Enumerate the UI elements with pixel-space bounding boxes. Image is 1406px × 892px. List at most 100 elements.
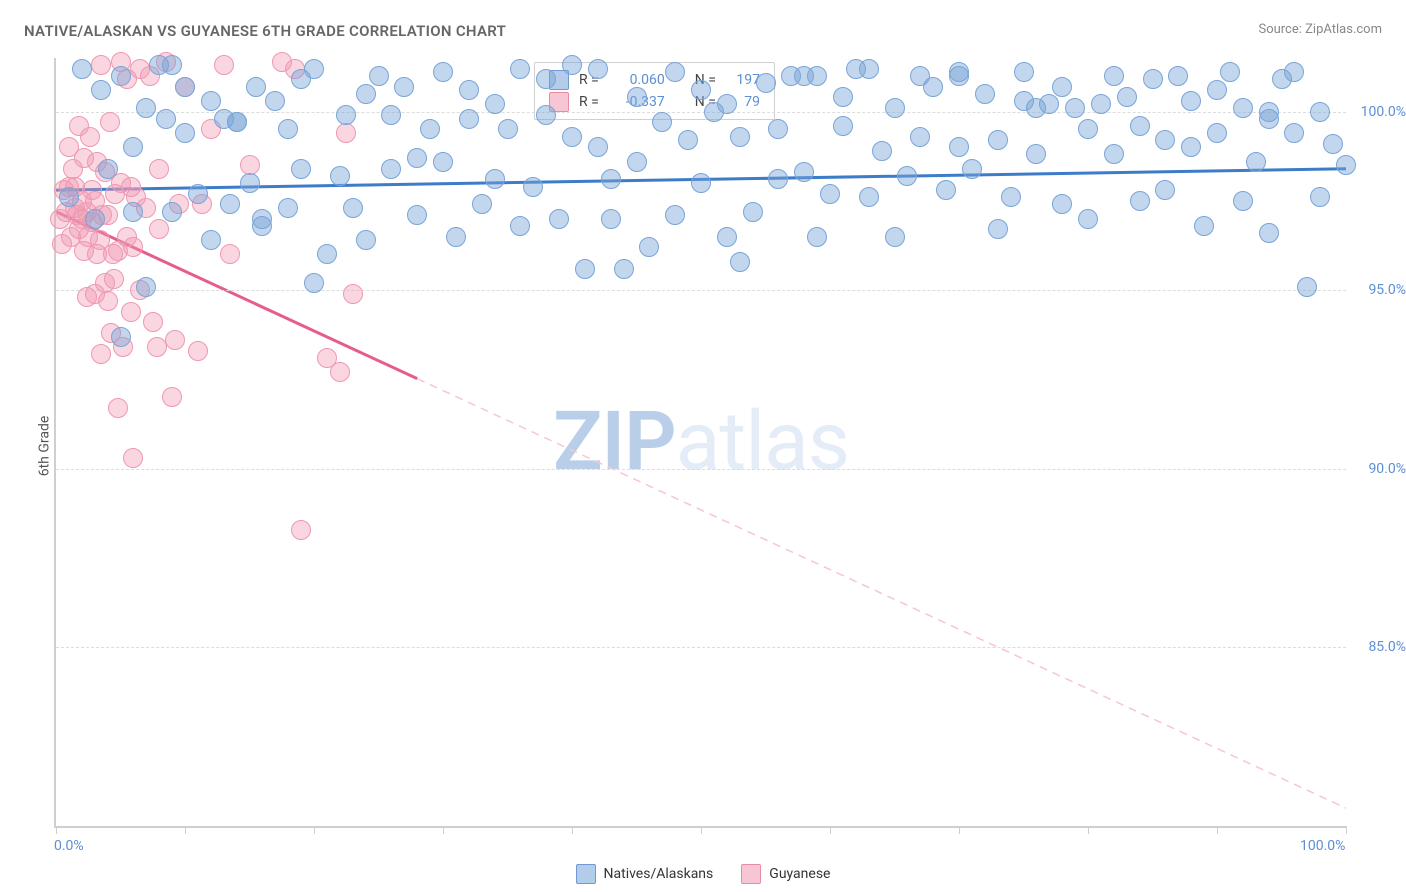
- y-axis-label: 6th Grade: [36, 416, 52, 477]
- data-point: [923, 77, 943, 97]
- data-point: [794, 162, 814, 182]
- x-tick: [959, 826, 960, 834]
- data-point: [162, 202, 182, 222]
- data-point: [201, 91, 221, 111]
- data-point: [72, 59, 92, 79]
- data-point: [665, 62, 685, 82]
- y-tick-label: 95.0%: [1368, 282, 1406, 298]
- data-point: [859, 187, 879, 207]
- data-point: [1310, 102, 1330, 122]
- data-point: [123, 137, 143, 157]
- data-point: [768, 169, 788, 189]
- data-point: [80, 127, 100, 147]
- data-point: [91, 344, 111, 364]
- legend-item: Natives/Alaskans: [576, 864, 714, 884]
- data-point: [304, 59, 324, 79]
- x-tick-label: 100.0%: [1300, 838, 1345, 854]
- data-point: [162, 55, 182, 75]
- data-point: [220, 194, 240, 214]
- data-point: [1246, 152, 1266, 172]
- data-point: [756, 73, 776, 93]
- data-point: [988, 130, 1008, 150]
- data-point: [1284, 62, 1304, 82]
- data-point: [820, 184, 840, 204]
- data-point: [104, 269, 124, 289]
- legend-label: Natives/Alaskans: [604, 866, 714, 882]
- data-point: [343, 198, 363, 218]
- data-point: [536, 105, 556, 125]
- data-point: [1104, 66, 1124, 86]
- data-point: [1130, 116, 1150, 136]
- data-point: [188, 341, 208, 361]
- data-point: [588, 59, 608, 79]
- data-point: [1130, 191, 1150, 211]
- data-point: [717, 227, 737, 247]
- data-point: [1026, 144, 1046, 164]
- data-point: [459, 80, 479, 100]
- data-point: [1220, 62, 1240, 82]
- data-point: [1078, 209, 1098, 229]
- data-point: [885, 227, 905, 247]
- data-point: [1078, 119, 1098, 139]
- y-tick-label: 90.0%: [1368, 461, 1406, 477]
- x-tick: [56, 826, 57, 834]
- data-point: [575, 259, 595, 279]
- data-point: [1181, 137, 1201, 157]
- data-point: [91, 80, 111, 100]
- data-point: [627, 152, 647, 172]
- data-point: [1117, 87, 1137, 107]
- data-point: [156, 109, 176, 129]
- data-point: [201, 230, 221, 250]
- data-point: [885, 98, 905, 118]
- gridline: [56, 290, 1346, 291]
- data-point: [833, 87, 853, 107]
- data-point: [356, 84, 376, 104]
- data-point: [1052, 194, 1072, 214]
- data-point: [1207, 123, 1227, 143]
- data-point: [123, 237, 143, 257]
- data-point: [143, 312, 163, 332]
- data-point: [381, 159, 401, 179]
- data-point: [394, 77, 414, 97]
- data-point: [665, 205, 685, 225]
- data-point: [498, 119, 518, 139]
- data-point: [523, 177, 543, 197]
- data-point: [165, 330, 185, 350]
- data-point: [98, 291, 118, 311]
- chart-title: NATIVE/ALASKAN VS GUYANESE 6TH GRADE COR…: [24, 22, 506, 40]
- data-point: [1207, 80, 1227, 100]
- data-point: [1233, 98, 1253, 118]
- data-point: [240, 173, 260, 193]
- data-point: [1284, 123, 1304, 143]
- data-point: [562, 127, 582, 147]
- scatter-plot-area: ZIPatlas R = 0.060N = 197R = -0.337N = 7…: [54, 58, 1346, 828]
- data-point: [872, 141, 892, 161]
- data-point: [743, 202, 763, 222]
- data-point: [252, 209, 272, 229]
- data-point: [510, 59, 530, 79]
- x-tick-label: 0.0%: [54, 838, 84, 854]
- data-point: [330, 362, 350, 382]
- data-point: [433, 152, 453, 172]
- data-point: [1039, 94, 1059, 114]
- data-point: [807, 227, 827, 247]
- data-point: [149, 159, 169, 179]
- data-point: [147, 337, 167, 357]
- gridline: [56, 647, 1346, 648]
- data-point: [111, 327, 131, 347]
- data-point: [136, 98, 156, 118]
- data-point: [343, 284, 363, 304]
- data-point: [472, 194, 492, 214]
- bottom-legend: Natives/AlaskansGuyanese: [0, 864, 1406, 884]
- gridline: [56, 112, 1346, 113]
- x-tick: [185, 826, 186, 834]
- data-point: [336, 105, 356, 125]
- source-label: Source: ZipAtlas.com: [1258, 22, 1382, 37]
- data-point: [214, 55, 234, 75]
- watermark-text: ZIPatlas: [553, 394, 849, 490]
- data-point: [123, 448, 143, 468]
- data-point: [1155, 130, 1175, 150]
- x-tick: [830, 826, 831, 834]
- data-point: [175, 123, 195, 143]
- data-point: [627, 87, 647, 107]
